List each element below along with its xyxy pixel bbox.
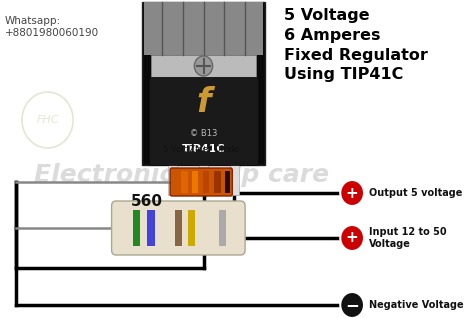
Text: FHC: FHC: [36, 115, 59, 125]
FancyBboxPatch shape: [175, 210, 182, 246]
FancyBboxPatch shape: [181, 171, 187, 193]
FancyBboxPatch shape: [170, 168, 232, 196]
FancyBboxPatch shape: [187, 210, 195, 246]
FancyBboxPatch shape: [199, 165, 208, 195]
Text: Negative Voltage: Negative Voltage: [368, 300, 463, 310]
FancyBboxPatch shape: [225, 171, 230, 193]
FancyBboxPatch shape: [151, 55, 256, 77]
Text: 560: 560: [131, 195, 162, 210]
FancyBboxPatch shape: [219, 210, 226, 246]
Text: Whatsapp:
+8801980060190: Whatsapp: +8801980060190: [5, 16, 99, 38]
Circle shape: [340, 292, 364, 318]
Text: © B13: © B13: [190, 128, 217, 137]
Text: Electronics help care: Electronics help care: [34, 163, 329, 187]
Text: −: −: [345, 296, 359, 314]
FancyBboxPatch shape: [192, 171, 199, 193]
Text: +: +: [346, 231, 359, 245]
FancyBboxPatch shape: [147, 210, 155, 246]
FancyBboxPatch shape: [168, 165, 177, 195]
Text: Output 5 voltage: Output 5 voltage: [368, 188, 462, 198]
FancyBboxPatch shape: [149, 77, 258, 165]
Circle shape: [340, 180, 364, 206]
Text: +: +: [346, 185, 359, 201]
Text: 5 Voltage
6 Amperes
Fixed Regulator
Using TIP41C: 5 Voltage 6 Amperes Fixed Regulator Usin…: [283, 8, 428, 82]
Text: Input 12 to 50
Voltage: Input 12 to 50 Voltage: [368, 227, 446, 249]
Text: f: f: [196, 86, 211, 120]
Text: TIP41C: TIP41C: [182, 144, 225, 154]
FancyBboxPatch shape: [144, 2, 263, 55]
FancyBboxPatch shape: [230, 165, 239, 195]
FancyBboxPatch shape: [142, 2, 265, 165]
Circle shape: [194, 56, 213, 76]
Text: 5 Volt Ziner Diode: 5 Volt Ziner Diode: [163, 145, 239, 154]
Circle shape: [340, 225, 364, 251]
FancyBboxPatch shape: [203, 171, 210, 193]
FancyBboxPatch shape: [132, 210, 140, 246]
FancyBboxPatch shape: [112, 201, 245, 255]
FancyBboxPatch shape: [214, 171, 221, 193]
